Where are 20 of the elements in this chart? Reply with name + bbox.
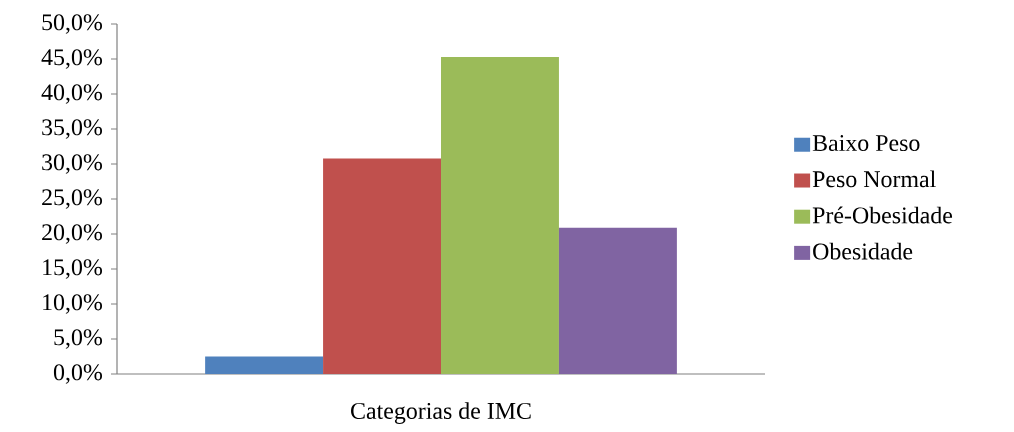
y-tick-label: 35,0% <box>42 119 103 139</box>
bar <box>558 227 677 374</box>
bar <box>205 356 324 374</box>
y-tick-label: 10,0% <box>43 294 103 314</box>
y-tick-label: 25,0% <box>42 189 103 209</box>
y-tick-label: 50,0% <box>42 14 103 34</box>
y-tick-label: 45,0% <box>41 49 103 69</box>
y-tick-label: 5,0% <box>54 329 103 349</box>
legend-label: Baixo Peso <box>812 135 920 152</box>
bar <box>323 158 442 374</box>
x-tick-label: Categorias de IMC <box>351 402 531 424</box>
legend-label: Obesidade <box>813 242 913 260</box>
y-tick-label: 0,0% <box>53 364 103 384</box>
y-tick-label: 15,0% <box>43 259 103 279</box>
y-tick-label: 20,0% <box>42 224 103 244</box>
y-tick-label: 30,0% <box>42 154 103 174</box>
legend-label: Pré-Obesidade <box>812 206 953 224</box>
legend-label: Peso Normal <box>812 170 936 188</box>
bar <box>441 56 559 374</box>
y-tick-label: 40,0% <box>41 84 103 104</box>
